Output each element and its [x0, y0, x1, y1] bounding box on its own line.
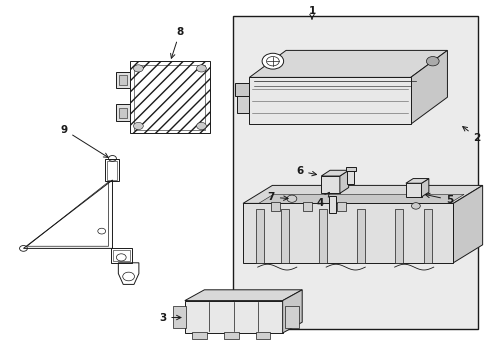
Circle shape [133, 122, 143, 130]
Bar [255, 332, 270, 339]
Bar [285, 306, 298, 328]
Circle shape [286, 195, 296, 202]
Polygon shape [321, 176, 339, 193]
Text: 8: 8 [170, 27, 183, 58]
Bar [105, 159, 119, 181]
Polygon shape [339, 170, 348, 193]
Circle shape [196, 122, 206, 130]
Polygon shape [423, 209, 431, 263]
Polygon shape [321, 170, 348, 176]
Bar [172, 306, 186, 328]
Text: 7: 7 [267, 192, 287, 202]
Bar [303, 202, 311, 211]
Polygon shape [184, 301, 282, 333]
Polygon shape [394, 209, 402, 263]
Polygon shape [452, 185, 482, 263]
Circle shape [133, 65, 143, 72]
Bar [129, 61, 210, 133]
Polygon shape [249, 50, 447, 77]
Polygon shape [243, 203, 452, 263]
Polygon shape [116, 72, 129, 88]
Polygon shape [356, 209, 364, 263]
Polygon shape [281, 209, 288, 263]
Bar [192, 332, 206, 339]
Polygon shape [282, 290, 302, 333]
Text: 3: 3 [159, 312, 181, 323]
Bar [328, 196, 336, 213]
Bar [106, 161, 117, 180]
Bar [134, 65, 205, 130]
Text: 4: 4 [316, 192, 329, 208]
Polygon shape [405, 179, 428, 183]
Circle shape [196, 65, 206, 72]
Polygon shape [249, 77, 410, 124]
Bar [345, 167, 355, 171]
Polygon shape [234, 82, 249, 95]
Bar [119, 75, 126, 85]
Bar [337, 202, 346, 211]
Text: 6: 6 [295, 166, 316, 176]
Bar [233, 16, 477, 329]
Circle shape [426, 57, 438, 66]
Text: 2: 2 [462, 127, 480, 143]
Polygon shape [116, 104, 129, 121]
Text: 9: 9 [60, 125, 108, 157]
Polygon shape [405, 183, 421, 197]
Bar [346, 171, 353, 184]
Polygon shape [243, 185, 482, 203]
Polygon shape [318, 209, 326, 263]
Circle shape [262, 53, 283, 69]
Polygon shape [421, 179, 428, 197]
Bar [224, 332, 238, 339]
Polygon shape [410, 50, 447, 124]
Circle shape [410, 203, 419, 209]
Text: 5: 5 [425, 193, 452, 205]
Polygon shape [184, 290, 302, 301]
Bar [119, 108, 126, 118]
Polygon shape [255, 209, 263, 263]
Bar [271, 202, 280, 211]
Polygon shape [252, 194, 463, 207]
Text: 1: 1 [308, 6, 315, 19]
Polygon shape [237, 96, 249, 113]
